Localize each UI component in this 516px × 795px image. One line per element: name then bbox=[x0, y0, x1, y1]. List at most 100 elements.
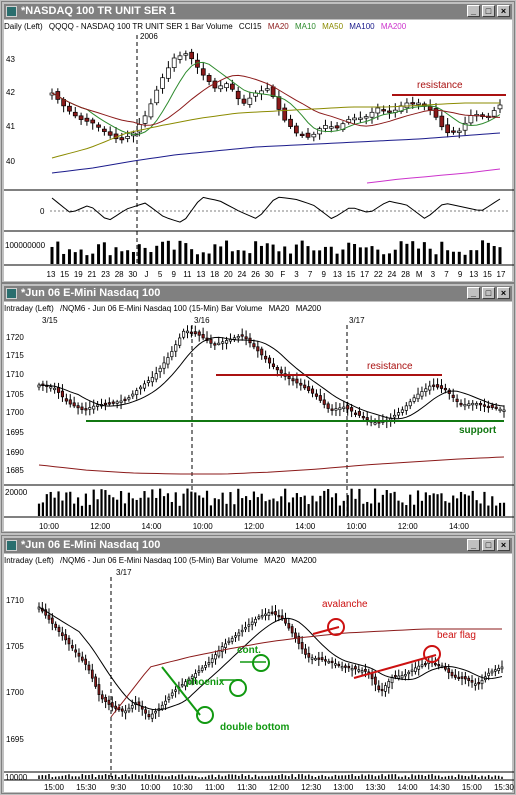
candle-body bbox=[230, 83, 235, 90]
intraday-15min-chart[interactable]: 3/15 3/16 3/17 1720 1715 1710 1705 1700 1695 1… bbox=[4, 315, 514, 531]
volume-bar bbox=[231, 774, 233, 779]
candle-body bbox=[237, 632, 241, 637]
maximize-button[interactable]: □ bbox=[482, 287, 495, 299]
volume-bar bbox=[373, 488, 377, 516]
volume-bar bbox=[139, 497, 142, 516]
volume-bar bbox=[48, 774, 50, 779]
candle-body bbox=[404, 674, 407, 677]
maximize-button[interactable]: □ bbox=[482, 5, 495, 17]
ma10-label: MA10 bbox=[294, 22, 316, 31]
volume-bar bbox=[486, 242, 490, 264]
candle-body bbox=[177, 55, 183, 60]
x-tick-label: F bbox=[280, 270, 285, 279]
volume-bar bbox=[299, 497, 302, 516]
intraday-5min-chart[interactable]: 3/17 1710 1705 1700 1695 double bottom phoe… bbox=[4, 567, 515, 792]
chart-area[interactable]: 2006 43 42 41 40 resistance 0 100000000 13 1… bbox=[4, 32, 514, 281]
candle-body bbox=[470, 680, 474, 683]
year-label: 2006 bbox=[140, 33, 158, 41]
symbol-label: /NQM6 - Jun 06 E-Mini Nasdaq 100 (15-Min… bbox=[60, 304, 263, 313]
chart-area[interactable]: 3/15 3/16 3/17 1720 1715 1710 1705 1700 1695 1… bbox=[4, 315, 514, 531]
volume-bar bbox=[437, 775, 440, 779]
volume-bar bbox=[56, 241, 60, 264]
volume-bar bbox=[67, 249, 71, 264]
x-tick-label: 13 bbox=[197, 270, 206, 279]
candle-body bbox=[410, 669, 414, 672]
window-titlebar[interactable]: *Jun 06 E-Mini Nasdaq 100 _ □ × bbox=[4, 538, 512, 553]
candle-body bbox=[299, 382, 303, 386]
candle-body bbox=[482, 404, 487, 407]
close-button[interactable]: × bbox=[497, 287, 510, 299]
volume-bar bbox=[321, 774, 323, 779]
volume-bar bbox=[428, 495, 431, 516]
chart-area[interactable]: 3/17 1710 1705 1700 1695 double bottom phoe… bbox=[4, 567, 515, 792]
candle-body bbox=[300, 642, 304, 650]
candle-body bbox=[80, 656, 84, 661]
volume-bar bbox=[201, 252, 205, 264]
candle-body bbox=[463, 404, 467, 407]
candle-body bbox=[78, 115, 84, 120]
volume-bar bbox=[405, 505, 408, 516]
chart-window-15min[interactable]: *Jun 06 E-Mini Nasdaq 100 _ □ × Intraday… bbox=[1, 283, 515, 533]
candle-body bbox=[410, 102, 416, 105]
window-title: *NASDAQ 100 TR UNIT SER 1 bbox=[21, 5, 176, 17]
volume-bar bbox=[101, 775, 104, 779]
candle-body bbox=[72, 111, 78, 117]
volume-bar bbox=[254, 241, 258, 264]
candle-body bbox=[57, 626, 61, 632]
volume-bar bbox=[324, 776, 327, 779]
candle-body bbox=[304, 648, 307, 655]
candle-body bbox=[397, 675, 401, 679]
ma20-line bbox=[38, 606, 503, 711]
candle-body bbox=[307, 652, 311, 658]
x-tick-label: M bbox=[416, 270, 423, 279]
volume-bar bbox=[294, 776, 297, 779]
scale-label: Intraday (Left) bbox=[4, 304, 54, 313]
minimize-button[interactable]: _ bbox=[467, 539, 480, 551]
volume-bar bbox=[73, 503, 76, 516]
x-tick-label: 15:30 bbox=[76, 783, 97, 792]
x-tick-label: 9:30 bbox=[110, 783, 126, 792]
window-titlebar[interactable]: *NASDAQ 100 TR UNIT SER 1 _ □ × bbox=[4, 4, 512, 19]
chart-header: Daily (Left) QQQQ - NASDAQ 100 TR UNIT S… bbox=[4, 20, 512, 33]
candle-body bbox=[244, 336, 248, 340]
candle-body bbox=[314, 658, 317, 661]
volume-bar bbox=[385, 490, 388, 516]
volume-bar bbox=[91, 253, 95, 264]
candle-body bbox=[436, 384, 440, 388]
candle-body bbox=[432, 384, 436, 387]
daily-price-chart[interactable]: 2006 43 42 41 40 resistance 0 100000000 13 1… bbox=[4, 32, 514, 281]
volume-bar bbox=[225, 503, 228, 516]
candle-body bbox=[84, 658, 87, 665]
volume-bar bbox=[434, 254, 438, 264]
window-titlebar[interactable]: *Jun 06 E-Mini Nasdaq 100 _ □ × bbox=[4, 286, 512, 301]
candle-body bbox=[154, 89, 160, 104]
chart-window-daily[interactable]: *NASDAQ 100 TR UNIT SER 1 _ □ × Daily (L… bbox=[1, 1, 515, 283]
volume-bar bbox=[461, 775, 463, 779]
volume-bar bbox=[148, 774, 150, 779]
close-button[interactable]: × bbox=[497, 539, 510, 551]
candle-body bbox=[67, 105, 72, 112]
candle-body bbox=[96, 124, 101, 128]
candle-body bbox=[439, 115, 445, 128]
volume-bar bbox=[329, 246, 333, 264]
volume-bar bbox=[81, 774, 84, 779]
volume-bar bbox=[277, 251, 281, 264]
candle-body bbox=[227, 640, 231, 644]
candle-body bbox=[107, 131, 113, 136]
x-tick-label: 14:00 bbox=[449, 522, 470, 531]
volume-bar bbox=[315, 501, 318, 516]
volume-bar bbox=[159, 488, 162, 516]
minimize-button[interactable]: _ bbox=[467, 287, 480, 299]
close-button[interactable]: × bbox=[497, 5, 510, 17]
candle-body bbox=[424, 663, 427, 666]
chart-window-5min[interactable]: *Jun 06 E-Mini Nasdaq 100 _ □ × Intraday… bbox=[1, 535, 515, 794]
minimize-button[interactable]: _ bbox=[467, 5, 480, 17]
volume-bar bbox=[288, 776, 290, 779]
candle-body bbox=[420, 664, 424, 667]
volume-bar bbox=[248, 774, 250, 779]
volume-bar bbox=[80, 505, 84, 516]
candle-body bbox=[317, 657, 321, 660]
candle-body bbox=[374, 676, 377, 685]
maximize-button[interactable]: □ bbox=[482, 539, 495, 551]
candle-body bbox=[322, 399, 326, 405]
